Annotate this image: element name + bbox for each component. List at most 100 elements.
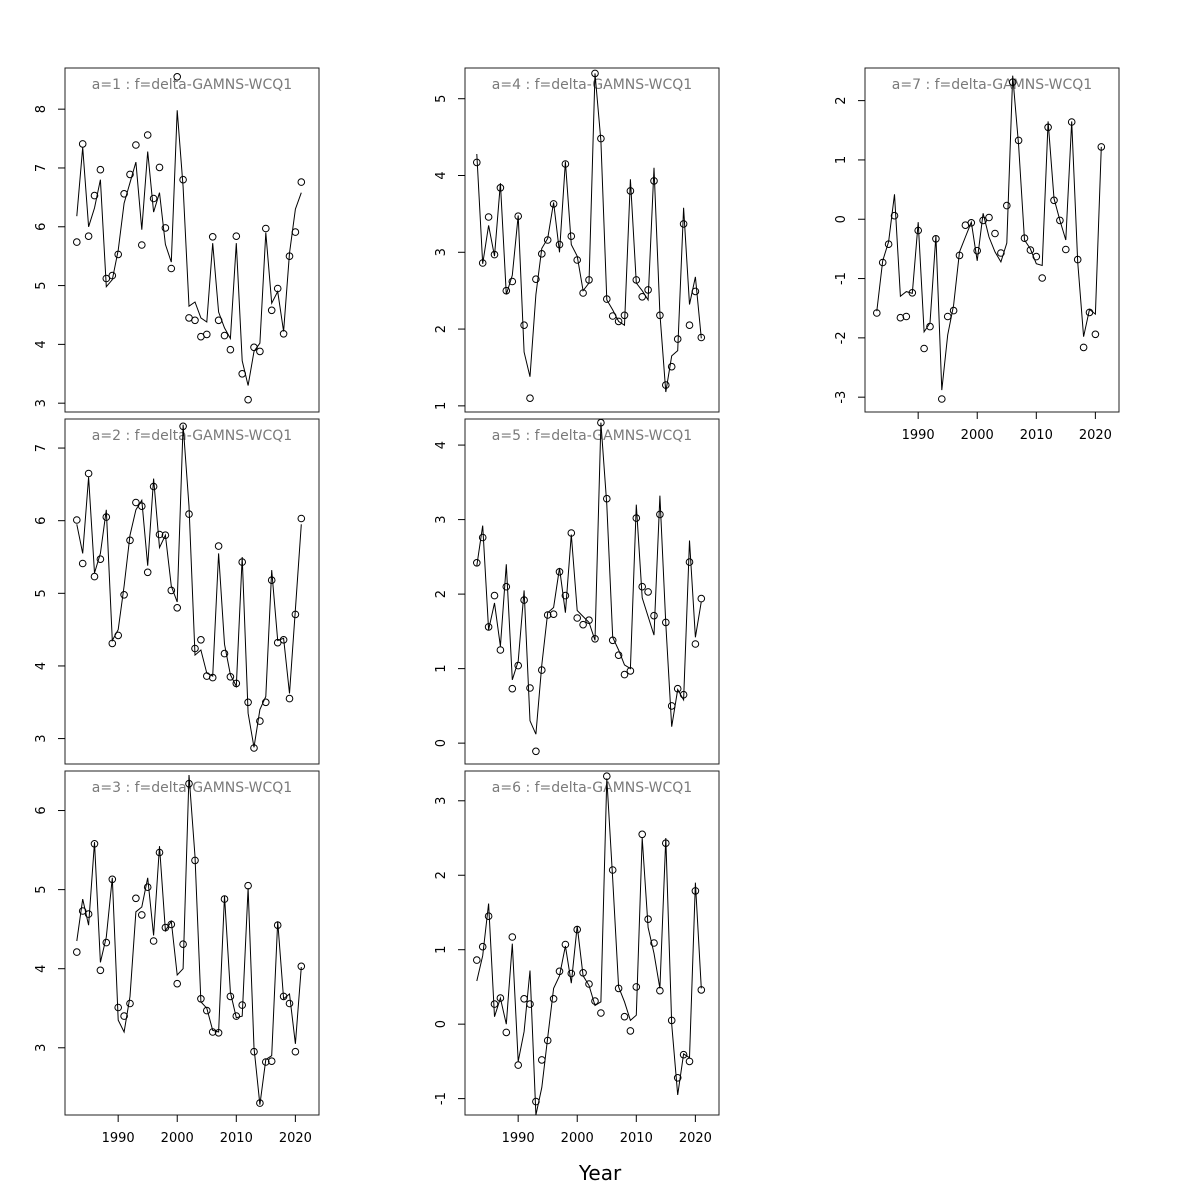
plot-frame bbox=[864, 67, 1120, 413]
x-tick-label: 2020 bbox=[1079, 428, 1112, 443]
y-tick-label: 1 bbox=[434, 946, 449, 954]
observed-point bbox=[138, 241, 146, 249]
observed-point bbox=[90, 572, 99, 581]
observed-point bbox=[96, 555, 105, 564]
y-tick-label: 4 bbox=[34, 965, 49, 973]
observed-point bbox=[197, 636, 205, 644]
x-tick-label: 2020 bbox=[679, 1131, 712, 1146]
observed-point bbox=[226, 345, 235, 354]
observed-point bbox=[620, 670, 629, 679]
observed-point bbox=[567, 969, 576, 978]
x-tick-label: 2010 bbox=[620, 1131, 653, 1146]
panel-title: a=5 : f=delta-GAMNS-WCQ1 bbox=[492, 428, 692, 444]
observed-point bbox=[685, 321, 694, 330]
observed-point bbox=[920, 344, 928, 353]
observed-point bbox=[155, 163, 164, 172]
observed-point bbox=[167, 264, 176, 273]
observed-point bbox=[285, 694, 294, 703]
observed-point bbox=[132, 498, 140, 507]
panel-title: a=6 : f=delta-GAMNS-WCQ1 bbox=[492, 780, 692, 796]
observed-point bbox=[585, 980, 593, 988]
observed-point bbox=[478, 942, 487, 951]
observed-point bbox=[267, 306, 276, 315]
fitted-line bbox=[476, 422, 702, 735]
observed-point bbox=[938, 395, 946, 403]
observed-point bbox=[508, 933, 517, 941]
observed-point bbox=[656, 510, 664, 519]
y-tick-label: 1 bbox=[834, 156, 849, 164]
observed-point bbox=[890, 211, 899, 220]
y-tick-label: 4 bbox=[434, 441, 449, 449]
observed-point bbox=[638, 830, 647, 839]
plot-frame bbox=[464, 770, 720, 1116]
observed-point bbox=[902, 312, 911, 321]
observed-point bbox=[673, 1074, 682, 1082]
observed-point bbox=[520, 321, 528, 330]
observed-point bbox=[232, 232, 241, 240]
y-tick-label: 2 bbox=[434, 871, 449, 879]
y-tick-label: 1 bbox=[434, 664, 449, 672]
y-tick-label: 5 bbox=[34, 281, 49, 289]
observed-point bbox=[262, 698, 270, 707]
observed-point bbox=[214, 542, 223, 550]
observed-point bbox=[638, 582, 647, 591]
observed-point bbox=[644, 588, 652, 596]
observed-point bbox=[543, 611, 552, 619]
y-tick-label: 6 bbox=[34, 517, 49, 525]
observed-point bbox=[244, 395, 252, 404]
fitted-line bbox=[476, 778, 702, 1115]
observed-point bbox=[173, 73, 181, 81]
y-tick-label: 0 bbox=[434, 739, 449, 747]
y-tick-label: 3 bbox=[34, 734, 49, 742]
observed-point bbox=[132, 894, 140, 903]
observed-point bbox=[1079, 343, 1088, 352]
plot-frame bbox=[64, 418, 320, 765]
observed-point bbox=[508, 277, 517, 286]
plot-frame bbox=[464, 67, 720, 413]
data-marks bbox=[73, 73, 306, 404]
x-tick-label: 2010 bbox=[1020, 428, 1053, 443]
data-marks bbox=[873, 75, 1106, 403]
y-tick-label: -1 bbox=[434, 1092, 449, 1105]
observed-point bbox=[138, 911, 146, 919]
observed-point bbox=[526, 394, 534, 403]
fitted-line bbox=[76, 774, 302, 1105]
observed-point bbox=[626, 1027, 635, 1035]
y-tick-label: -3 bbox=[834, 391, 849, 404]
observed-point bbox=[526, 684, 534, 692]
observed-point bbox=[638, 293, 647, 301]
x-tick-label: 1990 bbox=[902, 428, 935, 443]
observed-point bbox=[120, 1012, 128, 1020]
plot-frame bbox=[64, 67, 320, 413]
observed-point bbox=[126, 170, 134, 179]
y-tick-label: -2 bbox=[834, 331, 849, 344]
y-tick-label: 4 bbox=[434, 171, 449, 179]
observed-point bbox=[496, 994, 505, 1002]
observed-point bbox=[967, 219, 976, 227]
observed-point bbox=[291, 1047, 300, 1056]
y-tick-label: 0 bbox=[434, 1020, 449, 1028]
observed-point bbox=[73, 948, 81, 956]
observed-point bbox=[143, 568, 152, 577]
data-marks bbox=[73, 774, 306, 1107]
observed-point bbox=[279, 330, 288, 338]
observed-point bbox=[473, 956, 481, 964]
y-tick-label: 5 bbox=[34, 885, 49, 893]
observed-point bbox=[1038, 274, 1046, 282]
y-tick-label: 3 bbox=[434, 797, 449, 805]
observed-point bbox=[96, 165, 105, 174]
panels: a=1 : f=delta-GAMNS-WCQ1 3 4 5 6 7 8 a=2 : f=de… bbox=[34, 67, 1120, 1146]
observed-point bbox=[73, 238, 81, 246]
observed-point bbox=[250, 343, 258, 352]
observed-point bbox=[573, 614, 582, 622]
observed-point bbox=[149, 937, 158, 945]
plot-frame bbox=[464, 418, 720, 765]
fitted-line bbox=[76, 424, 302, 748]
observed-point bbox=[685, 1057, 694, 1066]
y-tick-label: 6 bbox=[34, 223, 49, 231]
observed-point bbox=[473, 559, 481, 567]
observed-point bbox=[256, 717, 264, 725]
observed-point bbox=[220, 331, 229, 340]
observed-point bbox=[78, 140, 87, 148]
